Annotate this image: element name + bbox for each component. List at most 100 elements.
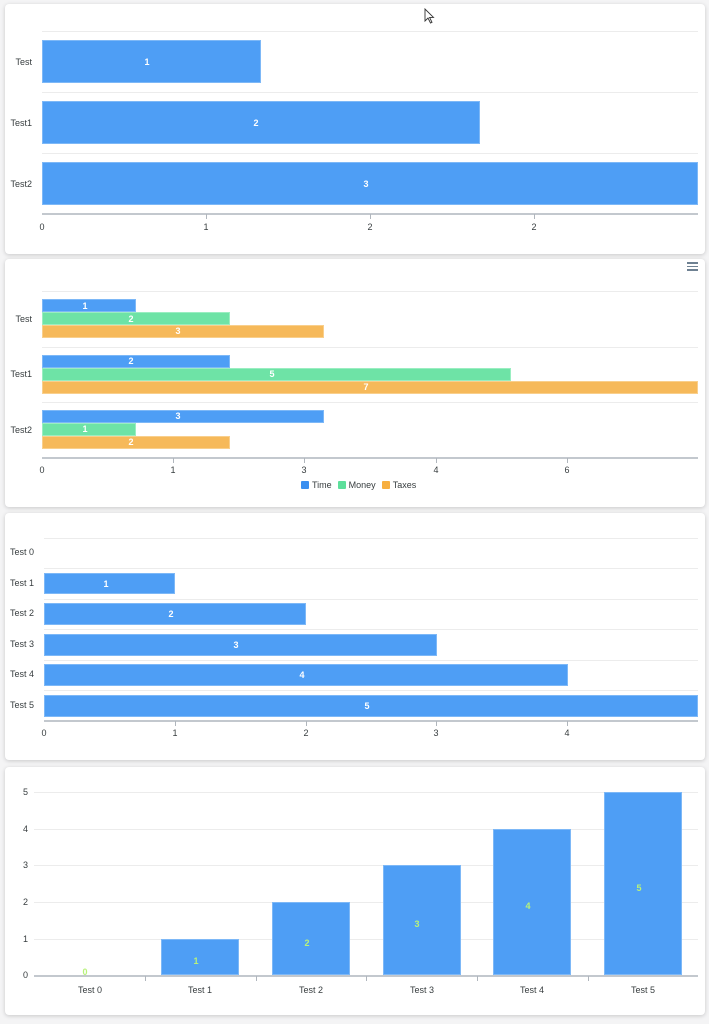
gridline bbox=[44, 660, 698, 661]
x-tick-label: 3 bbox=[433, 728, 439, 738]
x-tick-label: 0 bbox=[39, 465, 45, 475]
y-tick-label: 2 bbox=[23, 897, 29, 907]
data-label: 3 bbox=[414, 919, 420, 929]
y-tick-label: 1 bbox=[23, 934, 29, 944]
axis-tick bbox=[567, 458, 568, 463]
x-tick-label: 4 bbox=[564, 728, 570, 738]
data-label: 5 bbox=[636, 883, 642, 893]
axis-tick bbox=[206, 214, 207, 219]
x-category-label: Test 5 bbox=[630, 985, 656, 995]
legend-item-money[interactable]: Money bbox=[337, 480, 376, 490]
bar-test-5[interactable] bbox=[44, 695, 698, 717]
x-category-label: Test 2 bbox=[298, 985, 324, 995]
bar-test1-taxes[interactable] bbox=[42, 381, 698, 394]
bar-test-1[interactable] bbox=[44, 573, 175, 594]
x-tick-label: 0 bbox=[41, 728, 47, 738]
bar-test2-money[interactable] bbox=[42, 423, 136, 436]
gridline bbox=[34, 939, 698, 940]
legend-label: Time bbox=[312, 480, 332, 490]
gridline bbox=[42, 291, 698, 292]
legend-item-time[interactable]: Time bbox=[301, 480, 332, 490]
category-label: Test bbox=[15, 314, 32, 324]
axis-tick bbox=[534, 214, 535, 219]
x-axis bbox=[44, 720, 698, 722]
x-tick-label: 1 bbox=[203, 222, 209, 232]
data-label: 3 bbox=[175, 411, 181, 421]
bar-test-2[interactable] bbox=[44, 603, 306, 625]
x-tick-label: 0 bbox=[39, 222, 45, 232]
legend-label: Taxes bbox=[392, 480, 417, 490]
x-tick-label: 4 bbox=[433, 465, 439, 475]
legend-label: Money bbox=[348, 480, 376, 490]
data-label: 7 bbox=[363, 382, 369, 392]
bar-test-4[interactable] bbox=[44, 664, 568, 686]
x-axis bbox=[42, 457, 698, 459]
category-label: Test 0 bbox=[9, 547, 34, 557]
gridline bbox=[42, 31, 698, 32]
data-label: 1 bbox=[82, 424, 88, 434]
category-label: Test 1 bbox=[9, 578, 34, 588]
data-label: 2 bbox=[128, 437, 134, 447]
data-label: 1 bbox=[103, 579, 109, 589]
data-label: 2 bbox=[304, 938, 310, 948]
data-label: 1 bbox=[82, 301, 88, 311]
gridline bbox=[42, 347, 698, 348]
bar-test[interactable] bbox=[42, 40, 261, 83]
category-label: Test bbox=[15, 57, 32, 67]
category-label: Test 4 bbox=[9, 669, 34, 679]
x-tick-label: 2 bbox=[367, 222, 373, 232]
gridline bbox=[42, 153, 698, 154]
bar-test-3[interactable] bbox=[383, 865, 461, 975]
gridline bbox=[44, 690, 698, 691]
axis-tick bbox=[145, 976, 146, 981]
x-category-label: Test 4 bbox=[519, 985, 545, 995]
axis-tick bbox=[304, 458, 305, 463]
data-label: 3 bbox=[363, 179, 369, 189]
x-category-label: Test 3 bbox=[409, 985, 435, 995]
category-label: Test 2 bbox=[9, 608, 34, 618]
chart-card-2: Test Test1 Test2 1 2 3 2 5 7 3 1 2 0 1 3… bbox=[5, 259, 705, 507]
bar-test-5[interactable] bbox=[604, 792, 682, 975]
bar-test-1[interactable] bbox=[161, 939, 239, 975]
axis-tick bbox=[436, 458, 437, 463]
axis-tick bbox=[366, 976, 367, 981]
y-tick-label: 3 bbox=[23, 860, 29, 870]
x-tick-label: 2 bbox=[303, 728, 309, 738]
x-category-label: Test 0 bbox=[77, 985, 103, 995]
category-label: Test2 bbox=[10, 179, 32, 189]
bar-test2-taxes[interactable] bbox=[42, 436, 230, 449]
gridline bbox=[34, 829, 698, 830]
data-label: 3 bbox=[233, 640, 239, 650]
x-tick-label: 2 bbox=[531, 222, 537, 232]
chart-card-1: Test Test1 Test2 1 2 3 0 1 2 2 bbox=[5, 4, 705, 254]
data-label: 3 bbox=[175, 326, 181, 336]
bar-test1-time[interactable] bbox=[42, 355, 230, 368]
bar-test-4[interactable] bbox=[493, 829, 571, 975]
bar-test1-money[interactable] bbox=[42, 368, 511, 381]
bar-test-money[interactable] bbox=[42, 312, 230, 325]
bar-test-taxes[interactable] bbox=[42, 325, 324, 338]
bar-test-2[interactable] bbox=[272, 902, 350, 975]
bar-test1[interactable] bbox=[42, 101, 480, 144]
x-tick-label: 1 bbox=[170, 465, 176, 475]
axis-tick bbox=[256, 976, 257, 981]
bar-test2[interactable] bbox=[42, 162, 698, 205]
y-tick-label: 5 bbox=[23, 787, 29, 797]
data-label: 5 bbox=[269, 369, 275, 379]
legend-swatch bbox=[381, 481, 390, 489]
data-label: 2 bbox=[253, 118, 259, 128]
axis-tick bbox=[306, 721, 307, 726]
x-tick-label: 6 bbox=[564, 465, 570, 475]
bar-test-time[interactable] bbox=[42, 299, 136, 312]
data-label: 4 bbox=[525, 901, 531, 911]
hamburger-menu-icon[interactable] bbox=[687, 262, 698, 271]
bar-test-3[interactable] bbox=[44, 634, 437, 656]
legend-item-taxes[interactable]: Taxes bbox=[381, 480, 417, 490]
gridline bbox=[44, 629, 698, 630]
chart-card-4: 5 4 3 2 1 0 0 1 2 3 4 5 Test 0 Test 1 Te… bbox=[5, 767, 705, 1015]
data-label: 1 bbox=[144, 57, 150, 67]
category-label: Test 5 bbox=[9, 700, 34, 710]
bar-test2-time[interactable] bbox=[42, 410, 324, 423]
legend: Time Money Taxes bbox=[301, 480, 416, 490]
gridline bbox=[34, 865, 698, 866]
